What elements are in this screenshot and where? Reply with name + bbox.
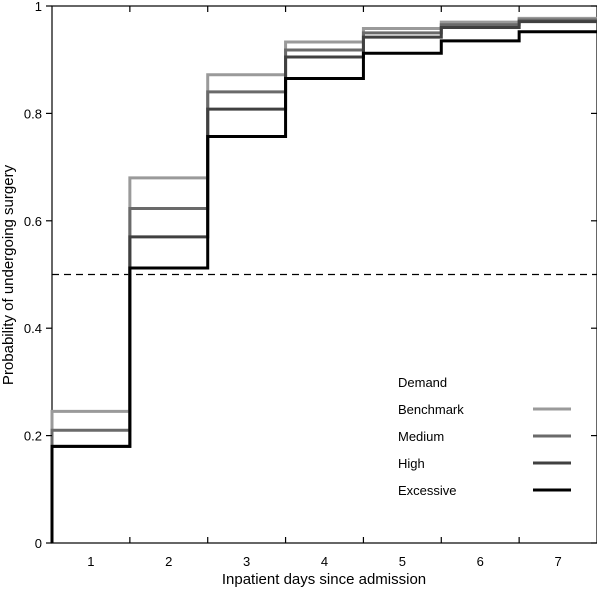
x-tick-label: 7 <box>554 554 561 569</box>
x-tick-label: 1 <box>87 554 94 569</box>
y-tick-label: 0 <box>35 536 42 551</box>
x-tick-label: 5 <box>399 554 406 569</box>
y-axis-title: Probability of undergoing surgery <box>0 164 17 385</box>
x-tick-label: 3 <box>243 554 250 569</box>
series-line-high <box>50 20 597 543</box>
legend-title: Demand <box>398 375 447 390</box>
series-line-benchmark <box>50 16 597 543</box>
legend-label: Medium <box>398 429 444 444</box>
x-tick-label: 4 <box>321 554 328 569</box>
plot-frame <box>51 5 597 544</box>
x-tick-label: 6 <box>477 554 484 569</box>
y-tick-label: 0.4 <box>24 321 42 336</box>
series-line-medium <box>50 18 597 543</box>
series-line-excessive <box>50 30 597 543</box>
x-tick-label: 2 <box>165 554 172 569</box>
y-tick-label: 0.2 <box>24 429 42 444</box>
x-axis-title: Inpatient days since admission <box>222 571 426 588</box>
legend-label: High <box>398 456 425 471</box>
y-tick-label: 0.6 <box>24 214 42 229</box>
y-tick-label: 0.8 <box>24 106 42 121</box>
y-tick-label: 1 <box>35 0 42 14</box>
legend-label: Excessive <box>398 483 457 498</box>
legend-label: Benchmark <box>398 402 464 417</box>
